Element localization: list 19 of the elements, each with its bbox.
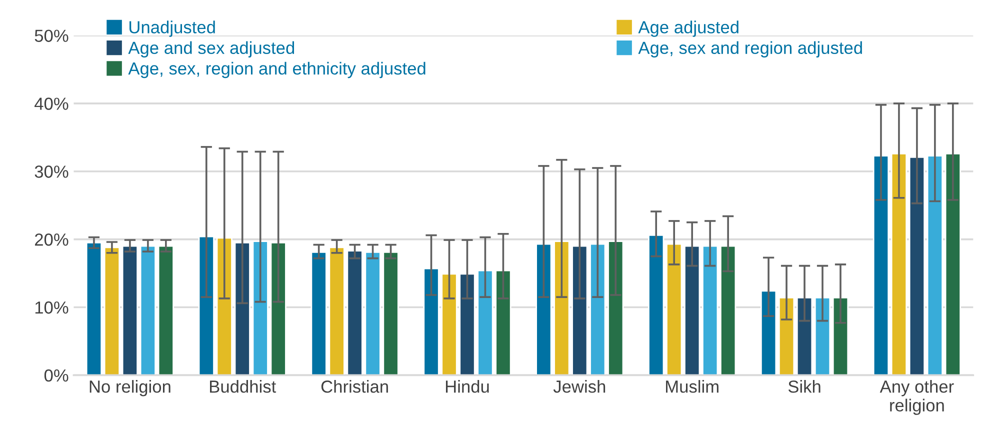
x-tick-label: Buddhist [210, 380, 276, 393]
x-tick-label: Sikh [788, 380, 820, 393]
x-tick-label: No religion [90, 380, 170, 396]
legend-label: Age adjusted [638, 20, 738, 37]
legend-label: Age and sex adjusted [128, 41, 294, 58]
x-tick-label: Christian [321, 380, 388, 393]
legend-label: Unadjusted [130, 20, 215, 37]
legend-label: Age, sex and region adjusted [638, 41, 862, 58]
x-tick-label: Muslim [666, 380, 718, 393]
x-tick-label: Jewish [553, 380, 606, 393]
y-tick-label: 30% [34, 166, 68, 178]
y-tick-label: 50% [34, 30, 68, 42]
y-tick-label: 40% [34, 98, 68, 110]
y-tick-label: 10% [35, 301, 68, 314]
y-tick-label: 0% [44, 369, 68, 382]
x-tick-label: Hindu [446, 380, 489, 393]
x-tick-label: Any other religion [880, 380, 954, 415]
y-tick-label: 20% [34, 233, 68, 246]
legend-label: Age, sex, region and ethnicity adjusted [128, 62, 426, 78]
